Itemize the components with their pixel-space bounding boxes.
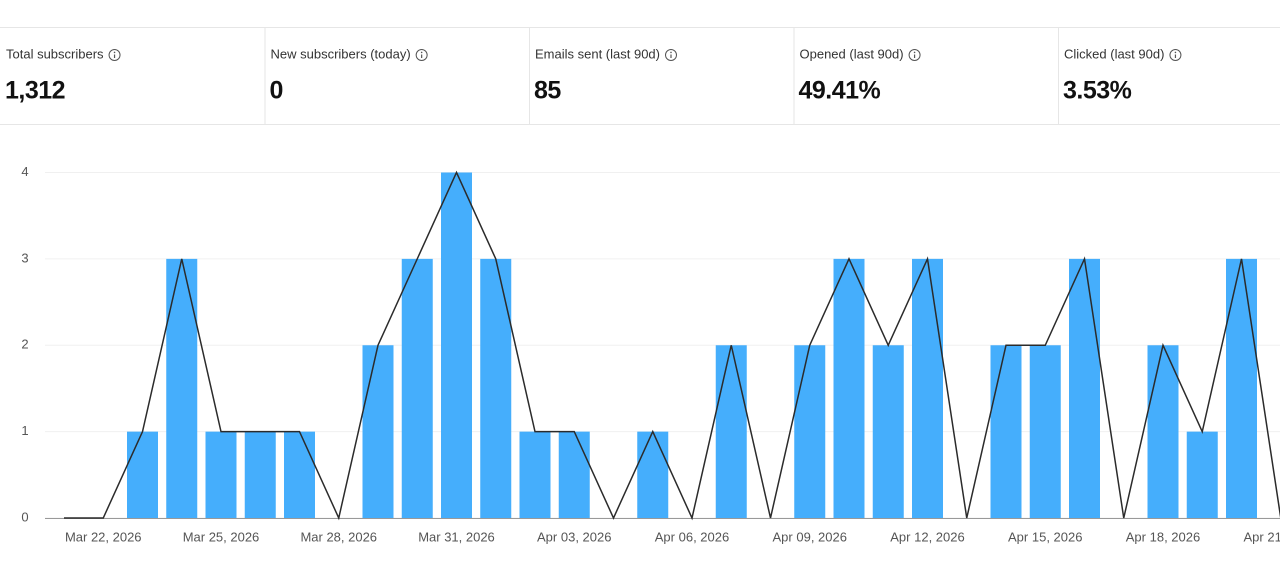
y-tick-label: 3 [21,250,28,265]
bar [833,258,865,518]
bar [715,345,747,518]
bar [637,431,669,518]
x-tick-label: Mar 28, 2026 [300,529,377,544]
y-tick-label: 1 [21,423,28,438]
x-tick-label: Apr 06, 2026 [655,529,729,544]
y-tick-label: 2 [21,337,28,352]
bar [205,431,237,518]
stat-value: 49.41% [799,77,881,105]
bar [558,431,590,518]
bar [1029,345,1061,518]
x-tick-label: Apr 18, 2026 [1126,529,1200,544]
info-circle [108,49,121,61]
bar [284,431,315,518]
info-icon[interactable] [665,49,677,61]
trend-line [64,170,1280,521]
bar [1147,345,1179,518]
stat-value: 0 [270,77,283,105]
x-tick-label: Apr 21, 2026 [1244,529,1280,544]
info-icon[interactable] [108,49,121,61]
stat-label: Opened (last 90d) [800,46,904,61]
info-icon[interactable] [415,49,428,61]
stat-label: Total subscribers [6,46,104,61]
stat-value: 85 [534,77,561,105]
stat-label: Emails sent (last 90d) [535,46,660,61]
bar [794,345,826,518]
bar [127,431,158,518]
x-tick-label: Mar 22, 2026 [65,529,142,544]
bar [872,345,904,518]
y-tick-label: 4 [21,164,28,179]
bar [912,258,943,518]
stat-value: 3.53% [1063,77,1132,105]
x-tick-label: Apr 03, 2026 [537,529,611,544]
x-tick-label: Apr 12, 2026 [890,529,964,544]
bar [519,431,551,518]
bar [1186,431,1218,518]
info-icon[interactable] [1169,49,1182,61]
bar [166,258,198,518]
x-tick-label: Apr 15, 2026 [1008,529,1082,544]
info-icon[interactable] [908,49,921,61]
stat-label: Clicked (last 90d) [1064,46,1164,61]
info-circle [415,49,428,61]
bar [1069,258,1100,518]
chart: 0 1 2 3 4 Mar 22, 2026 Mar 25, 2026 Mar 28, 202… [21,164,1280,544]
bar [990,345,1022,518]
info-dot [1174,51,1177,54]
x-tick-label: Apr 09, 2026 [773,529,847,544]
stat-value: 1,312 [5,77,65,105]
bar [244,431,276,518]
bar [1226,258,1257,518]
info-circle [908,49,921,61]
x-tick-label: Mar 25, 2026 [183,529,260,544]
info-dot [913,51,916,54]
y-tick-label: 0 [21,509,28,524]
stat-cards: Total subscribers 1,312 New subscribers (t… [5,27,1182,124]
stat-label: New subscribers (today) [271,46,411,61]
info-circle [665,49,677,61]
bar [480,258,512,518]
bar [441,172,472,518]
info-dot [113,51,116,54]
info-circle [1169,49,1182,61]
info-dot [420,51,423,54]
bar [362,345,394,518]
info-dot [670,51,672,54]
x-tick-label: Mar 31, 2026 [418,529,495,544]
bar [401,258,433,518]
